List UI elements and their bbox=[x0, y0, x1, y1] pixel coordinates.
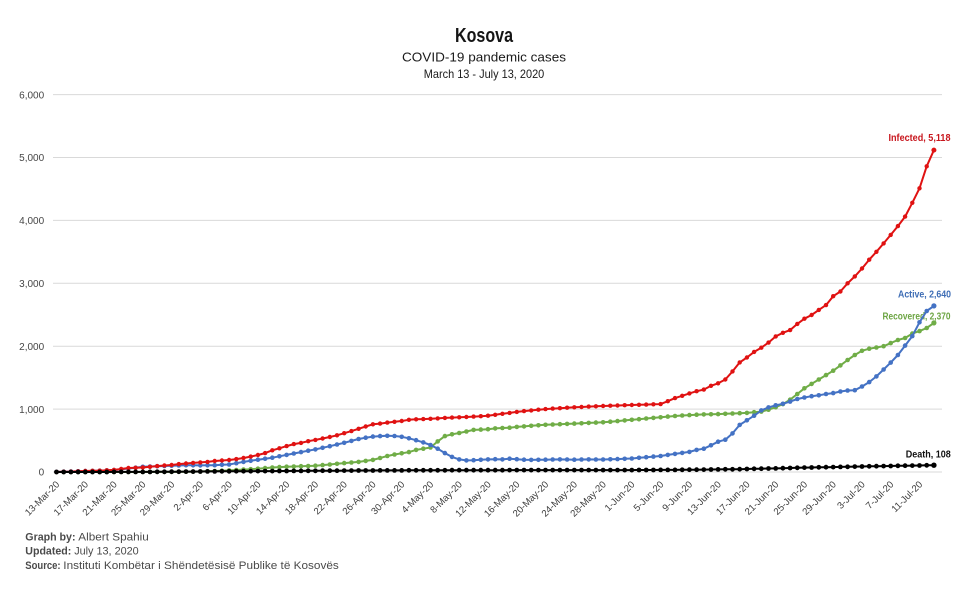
svg-text:Death, 108: Death, 108 bbox=[906, 450, 951, 461]
svg-text:Active, 2,640: Active, 2,640 bbox=[898, 290, 951, 301]
svg-text:Graph by:: Graph by: bbox=[25, 531, 75, 543]
svg-text:Recovered, 2,370: Recovered, 2,370 bbox=[883, 311, 951, 322]
svg-text:5,000: 5,000 bbox=[19, 153, 44, 164]
svg-text:2,000: 2,000 bbox=[19, 342, 44, 353]
svg-text:Source:: Source: bbox=[25, 560, 60, 572]
svg-text:1,000: 1,000 bbox=[19, 405, 44, 416]
svg-text:Infected, 5,118: Infected, 5,118 bbox=[889, 133, 951, 144]
svg-text:Albert Spahiu: Albert Spahiu bbox=[78, 531, 149, 543]
svg-text:6,000: 6,000 bbox=[19, 90, 44, 101]
svg-text:July 13, 2020: July 13, 2020 bbox=[74, 546, 139, 558]
svg-text:4,000: 4,000 bbox=[19, 216, 44, 227]
svg-text:Instituti Kombëtar i Shëndetës: Instituti Kombëtar i Shëndetësisë Publik… bbox=[63, 560, 339, 572]
svg-text:March 13 - July 13, 2020: March 13 - July 13, 2020 bbox=[424, 67, 545, 81]
svg-text:COVID-19 pandemic cases: COVID-19 pandemic cases bbox=[402, 49, 567, 64]
svg-text:0: 0 bbox=[39, 468, 45, 479]
svg-text:3,000: 3,000 bbox=[19, 279, 44, 290]
svg-text:Kosova: Kosova bbox=[455, 24, 513, 47]
svg-text:Updated:: Updated: bbox=[25, 546, 71, 558]
